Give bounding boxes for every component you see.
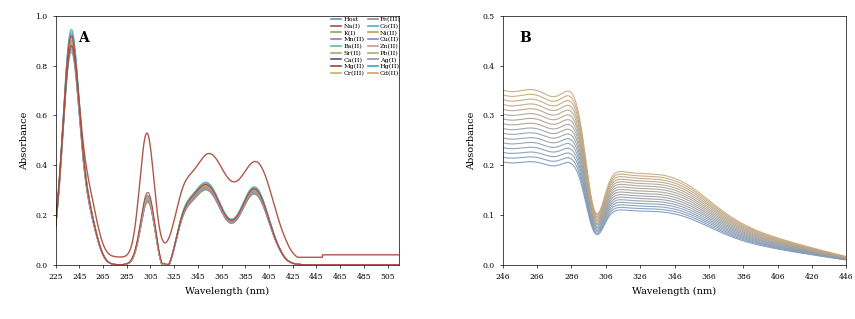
X-axis label: Wavelength (nm): Wavelength (nm) bbox=[633, 287, 716, 296]
Text: B: B bbox=[520, 31, 532, 45]
Y-axis label: Absorbance: Absorbance bbox=[21, 111, 30, 169]
Text: A: A bbox=[78, 31, 89, 45]
Y-axis label: Absorbance: Absorbance bbox=[468, 111, 476, 169]
Legend: Host, Na(I), K(I), Mn(II), Ba(II), Sr(II), Ca(II), Mg(II), Cr(III), Fe(III), Co(: Host, Na(I), K(I), Mn(II), Ba(II), Sr(II… bbox=[328, 14, 403, 79]
X-axis label: Wavelength (nm): Wavelength (nm) bbox=[186, 287, 269, 296]
